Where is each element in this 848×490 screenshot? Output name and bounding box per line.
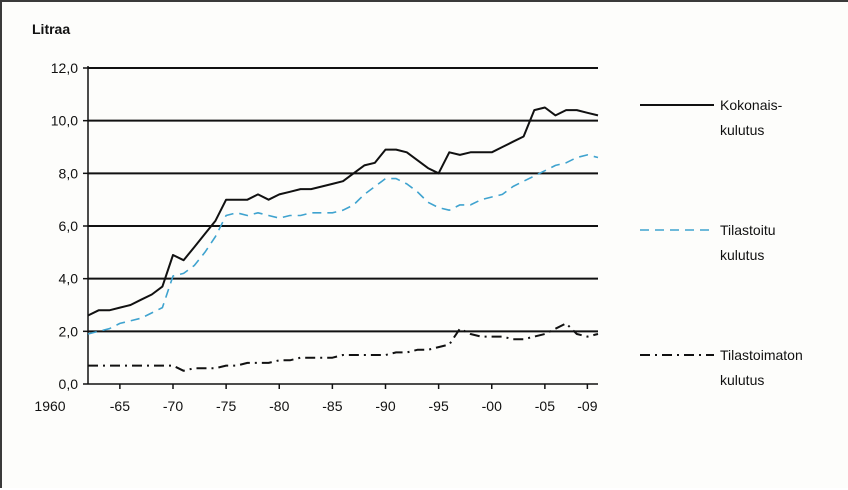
y-tick-label: 4,0	[59, 271, 79, 287]
series-lines	[87, 106, 599, 372]
legend: Kokonais-kulutus Tilastoitu kulutus Tilasto…	[640, 97, 803, 388]
axes	[83, 66, 598, 389]
x-tick-label: -65	[110, 398, 130, 414]
x-tick-label: -85	[322, 398, 342, 414]
y-tick-label: 10,0	[51, 113, 78, 129]
y-tick-labels: 0,0 2,0 4,0 6,0 8,0 10,0 12,0	[51, 60, 78, 392]
x-tick-label: -05	[535, 398, 555, 414]
y-axis-label: Litraa	[32, 21, 70, 37]
legend-label: Tilastoitu	[720, 222, 776, 238]
legend-label: kulutus	[720, 247, 764, 263]
y-tick-label: 6,0	[59, 218, 79, 234]
x-tick-label: -80	[269, 398, 289, 414]
legend-label: Kokonais-	[720, 97, 783, 113]
legend-label: kulutus	[720, 122, 764, 138]
y-tick-label: 2,0	[59, 323, 79, 339]
gridlines	[88, 67, 598, 333]
x-tick-labels: 1960 -65 -70 -75 -80 -85 -90 -95 -00 -05 -09	[34, 398, 597, 414]
series-line-2	[87, 154, 599, 335]
series-line-1	[87, 106, 599, 317]
y-tick-label: 0,0	[59, 376, 79, 392]
x-tick-label: -00	[482, 398, 502, 414]
x-tick-label: -75	[216, 398, 236, 414]
x-tick-label: 1960	[34, 398, 65, 414]
x-tick-label: -90	[375, 398, 395, 414]
legend-label: Tilastoimaton	[720, 347, 803, 363]
y-tick-label: 8,0	[59, 165, 79, 181]
legend-label: kulutus	[720, 372, 764, 388]
y-tick-label: 12,0	[51, 60, 78, 76]
x-tick-label: -09	[577, 398, 597, 414]
x-tick-label: -70	[163, 398, 183, 414]
series-line-3	[88, 322, 599, 372]
x-tick-label: -95	[429, 398, 449, 414]
